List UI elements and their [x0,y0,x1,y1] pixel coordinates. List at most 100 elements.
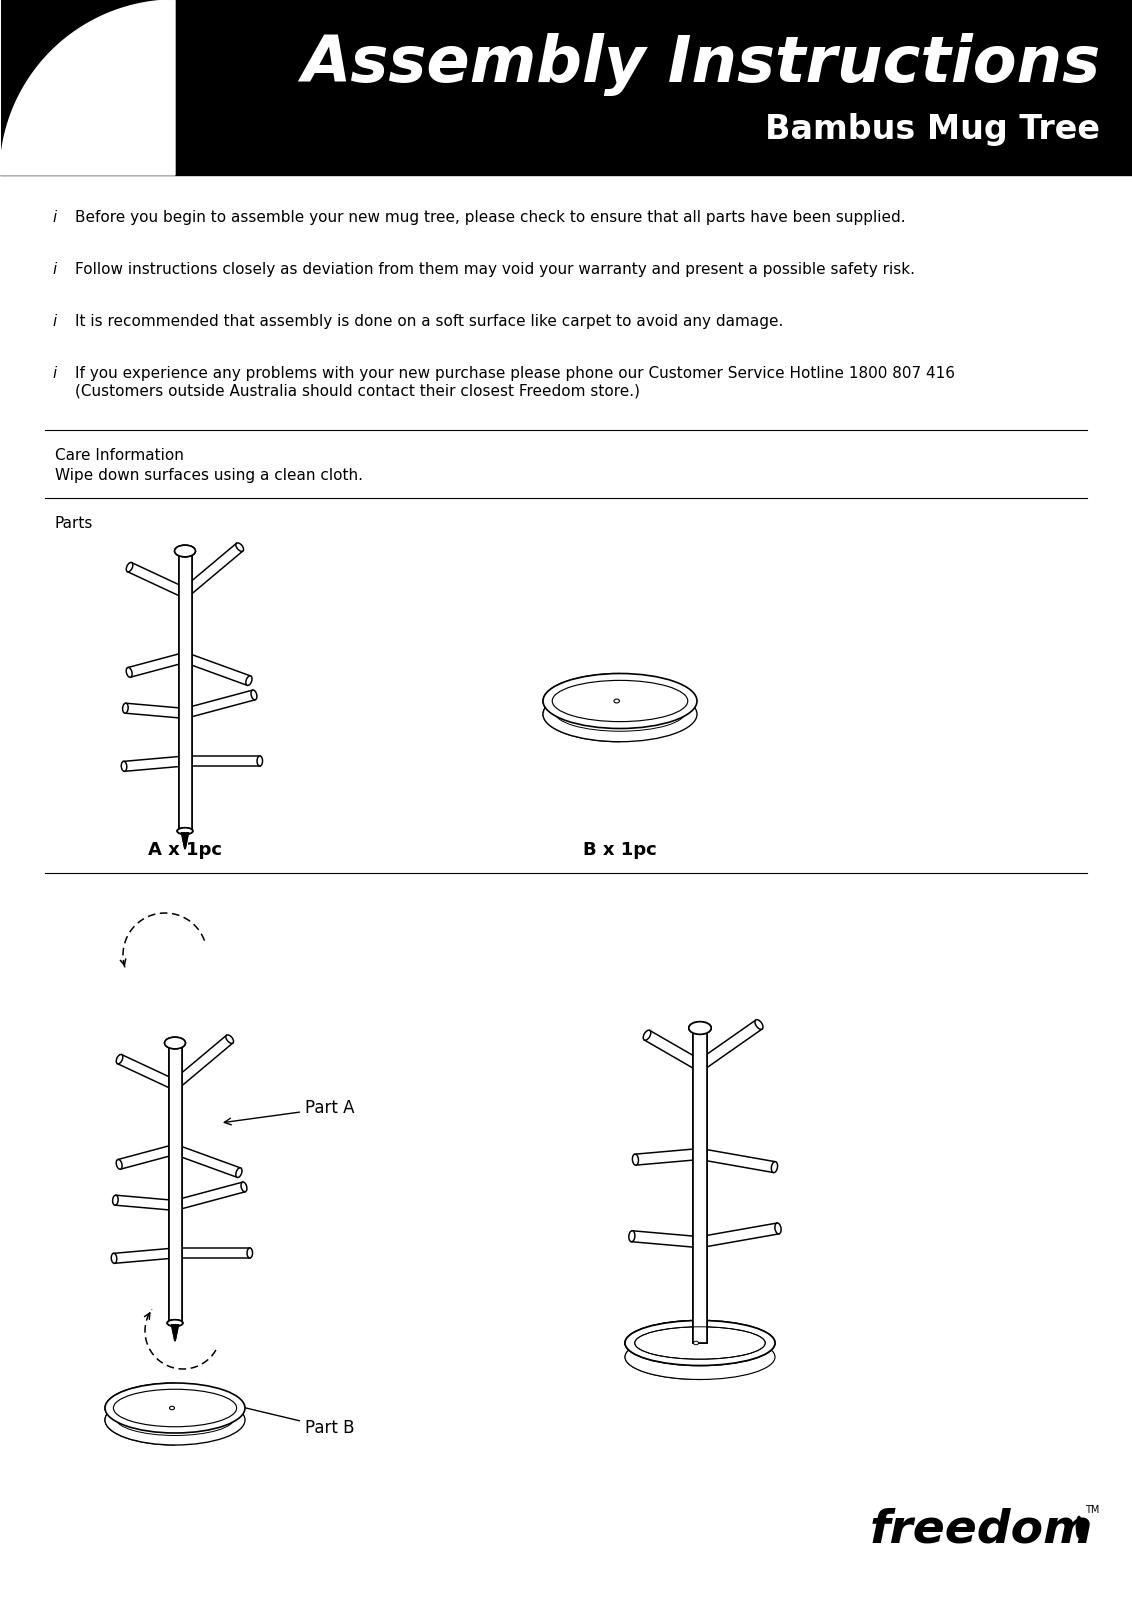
Ellipse shape [164,1037,186,1050]
Text: Follow instructions closely as deviation from them may void your warranty and pr: Follow instructions closely as deviation… [75,262,915,277]
Text: Bambus Mug Tree: Bambus Mug Tree [765,114,1100,147]
Polygon shape [128,653,187,677]
Ellipse shape [105,1382,245,1434]
Ellipse shape [241,1182,247,1192]
Ellipse shape [105,1395,245,1445]
Text: B x 1pc: B x 1pc [583,842,657,859]
Ellipse shape [174,546,196,557]
Ellipse shape [625,1320,775,1365]
Ellipse shape [127,563,132,571]
Polygon shape [543,674,620,742]
Polygon shape [700,1222,779,1248]
Ellipse shape [543,686,697,742]
Text: Before you begin to assemble your new mug tree, please check to ensure that all : Before you begin to assemble your new mu… [75,210,906,226]
Ellipse shape [126,667,132,677]
Ellipse shape [235,542,243,552]
Text: Assembly Instructions: Assembly Instructions [301,34,1100,96]
Ellipse shape [643,1030,651,1040]
Ellipse shape [178,827,192,834]
Ellipse shape [771,1162,778,1173]
Text: i: i [53,262,57,277]
Polygon shape [172,1325,178,1341]
Polygon shape [693,1029,708,1342]
Polygon shape [0,0,175,174]
Polygon shape [169,1043,181,1323]
Ellipse shape [688,1022,711,1034]
Polygon shape [635,1149,701,1165]
Polygon shape [118,1144,177,1170]
Polygon shape [183,653,250,685]
Ellipse shape [614,699,619,702]
Polygon shape [697,1019,762,1070]
Text: i: i [53,210,57,226]
Ellipse shape [111,1253,117,1264]
Ellipse shape [117,1160,122,1170]
Ellipse shape [235,1168,242,1178]
Ellipse shape [633,1154,638,1165]
Ellipse shape [174,546,196,557]
Ellipse shape [251,690,257,699]
Ellipse shape [755,1019,763,1029]
Polygon shape [632,1230,701,1248]
Polygon shape [183,690,255,718]
Polygon shape [700,1149,775,1173]
Polygon shape [175,1248,250,1258]
Ellipse shape [246,675,252,685]
Ellipse shape [625,1320,775,1365]
Ellipse shape [1079,1523,1086,1538]
Ellipse shape [121,762,127,771]
Polygon shape [182,834,188,850]
Text: freedom: freedom [871,1507,1094,1552]
Ellipse shape [628,1230,635,1242]
Ellipse shape [112,1195,118,1205]
Polygon shape [182,544,243,597]
Polygon shape [644,1030,703,1070]
Ellipse shape [164,1037,186,1050]
Ellipse shape [168,1320,182,1326]
Polygon shape [125,704,186,718]
Ellipse shape [1081,1522,1089,1538]
Polygon shape [179,550,191,830]
Polygon shape [128,563,187,597]
Polygon shape [173,1182,246,1210]
Ellipse shape [775,1222,781,1234]
Ellipse shape [688,1022,711,1034]
Polygon shape [693,1029,708,1342]
Polygon shape [118,1054,177,1090]
Ellipse shape [257,757,263,766]
Text: i: i [53,366,57,381]
Polygon shape [172,1325,178,1341]
Polygon shape [625,1320,700,1379]
Ellipse shape [117,1054,122,1064]
Ellipse shape [168,1320,182,1326]
Polygon shape [185,757,260,766]
Polygon shape [115,1195,175,1210]
Text: If you experience any problems with your new purchase please phone our Customer : If you experience any problems with your… [75,366,955,398]
Ellipse shape [122,702,128,714]
Ellipse shape [226,1035,233,1043]
Text: Part A: Part A [224,1099,354,1125]
Ellipse shape [170,1406,174,1410]
Polygon shape [113,1248,175,1264]
Text: i: i [53,314,57,330]
Ellipse shape [178,827,192,834]
Polygon shape [172,1035,233,1090]
Text: Wipe down surfaces using a clean cloth.: Wipe down surfaces using a clean cloth. [55,467,363,483]
Polygon shape [123,757,186,771]
Ellipse shape [543,674,697,728]
Ellipse shape [625,1334,775,1379]
Ellipse shape [1077,1517,1082,1538]
Text: A x 1pc: A x 1pc [148,842,222,859]
Polygon shape [173,1144,241,1178]
Ellipse shape [247,1248,252,1258]
Text: Part B: Part B [229,1402,354,1437]
Text: Parts: Parts [55,515,93,531]
Text: Care Information: Care Information [55,448,183,462]
Polygon shape [0,0,1132,174]
Polygon shape [182,834,188,850]
Ellipse shape [694,1341,698,1344]
Polygon shape [169,1043,181,1323]
Text: TM: TM [1084,1506,1099,1515]
Text: It is recommended that assembly is done on a soft surface like carpet to avoid a: It is recommended that assembly is done … [75,314,783,330]
Polygon shape [179,550,191,830]
